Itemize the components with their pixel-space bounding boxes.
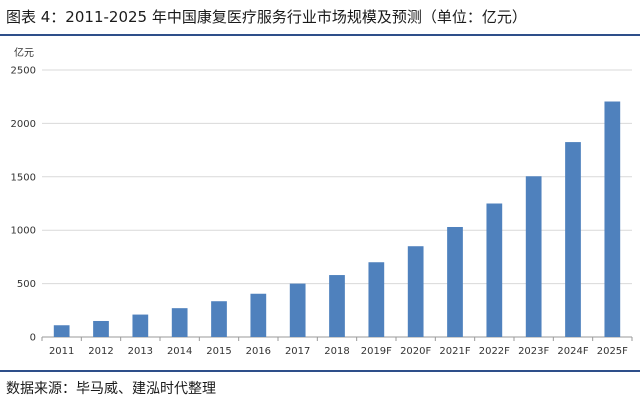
x-tick-label: 2015: [206, 346, 231, 357]
x-tick-label: 2021F: [439, 346, 470, 357]
x-tick-label: 2013: [128, 346, 153, 357]
bar-2013: [132, 314, 149, 337]
x-tick-label: 2016: [246, 346, 271, 357]
bar-2014: [171, 308, 188, 337]
bar-2012: [93, 320, 109, 337]
bar-2025F: [604, 101, 621, 337]
x-tick-label: 2023F: [518, 346, 549, 357]
bar-2011: [53, 325, 70, 337]
bar-2021F: [447, 226, 463, 337]
source-rule: [0, 370, 640, 372]
x-tick-label: 2017: [285, 346, 310, 357]
bar-2023F: [525, 176, 542, 337]
bar-2019F: [368, 262, 385, 337]
bar-2016: [250, 293, 267, 337]
x-tick-label: 2024F: [557, 346, 588, 357]
x-tick-label: 2011: [49, 346, 74, 357]
bar-2017: [289, 283, 306, 337]
bar-2024F: [565, 142, 581, 337]
y-tick-label: 2000: [11, 119, 36, 130]
source-note: 数据来源：毕马威、建泓时代整理: [6, 381, 216, 397]
y-axis-unit-label: 亿元: [14, 46, 34, 59]
x-tick-label: 2020F: [400, 346, 431, 357]
x-tick-label: 2012: [88, 346, 113, 357]
x-tick-label: 2019F: [361, 346, 392, 357]
x-tick-labels: 2011 2012 2013 2014 2015 2016 2017 2018 2019F 202…: [49, 346, 628, 357]
bar-2022F: [486, 203, 503, 337]
figure-title: 图表 4：2011-2025 年中国康复医疗服务行业市场规模及预测（单位：亿元）: [6, 8, 527, 26]
x-tick-label: 2025F: [597, 346, 628, 357]
bar-2015: [211, 301, 227, 337]
bar-2020F: [407, 246, 424, 337]
title-rule: [0, 34, 640, 36]
y-tick-label: 500: [17, 279, 36, 290]
x-tick-label: 2022F: [479, 346, 510, 357]
bar-chart: 亿元 0 500 1000 1500 2000 2500 2011 2012 2013 2014…: [11, 46, 633, 357]
bars: [53, 101, 621, 337]
x-tick-label: 2018: [324, 346, 349, 357]
y-tick-label: 1500: [11, 172, 36, 183]
y-tick-labels: 0 500 1000 1500 2000 2500: [11, 66, 36, 344]
y-tick-label: 1000: [11, 226, 36, 237]
y-tick-label: 2500: [11, 66, 36, 77]
y-tick-label: 0: [30, 333, 36, 344]
x-tick-label: 2014: [167, 346, 192, 357]
bar-2018: [329, 275, 345, 337]
